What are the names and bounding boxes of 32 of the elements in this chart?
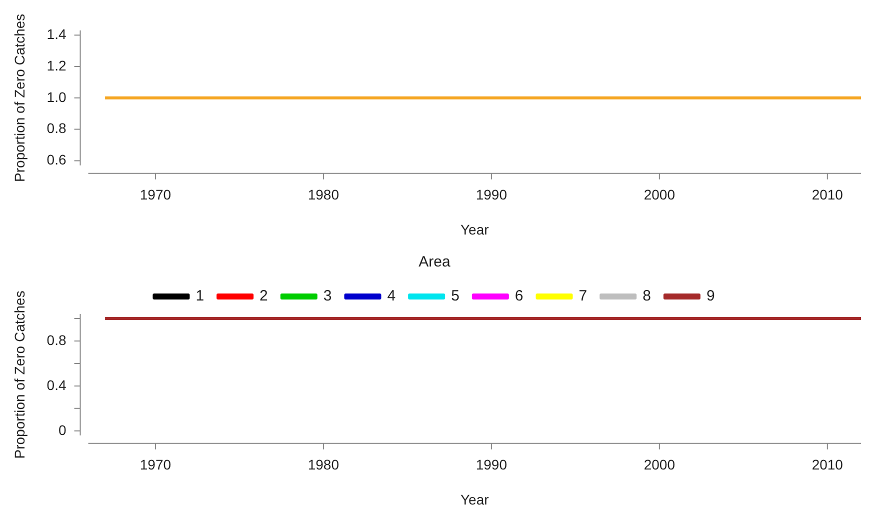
legend-label: 7 [578, 288, 588, 305]
legend-label: 1 [196, 288, 204, 305]
x-tick-label: 2010 [812, 456, 844, 473]
y-tick-label: 0.6 [46, 152, 66, 168]
x-tick-label: 1970 [140, 456, 172, 473]
legend-label: 6 [514, 288, 524, 305]
y-tick-label: 1.0 [46, 88, 66, 105]
x-tick-label: 1970 [140, 186, 172, 203]
legend-title: Area [418, 254, 451, 271]
x-axis-title: Year [460, 221, 490, 238]
y-tick-label: 1.4 [46, 26, 66, 42]
x-tick-label: 2010 [812, 186, 844, 203]
x-tick-label: 1990 [476, 186, 508, 203]
legend-label: 2 [260, 288, 268, 305]
y-tick-label: 0.8 [46, 120, 66, 136]
x-tick-label: 2000 [644, 186, 676, 203]
y-axis-title: Proportion of Zero Catches [11, 14, 28, 182]
y-tick-label: 0.4 [46, 376, 66, 393]
x-axis-title: Year [460, 491, 490, 508]
y-tick-label: 0.8 [46, 332, 66, 348]
legend-label: 5 [451, 288, 460, 305]
legend-label: 8 [642, 288, 651, 305]
y-tick-label: 0 [58, 422, 66, 438]
legend-label: 3 [323, 288, 332, 305]
x-tick-label: 2000 [644, 456, 676, 473]
x-tick-label: 1980 [308, 186, 340, 203]
legend-label: 4 [387, 288, 396, 305]
y-tick-label: 1.2 [46, 57, 66, 74]
x-tick-label: 1980 [308, 456, 340, 473]
legend-label: 9 [706, 288, 715, 305]
y-axis-title: Proportion of Zero Catches [11, 290, 28, 459]
x-tick-label: 1990 [476, 456, 508, 473]
